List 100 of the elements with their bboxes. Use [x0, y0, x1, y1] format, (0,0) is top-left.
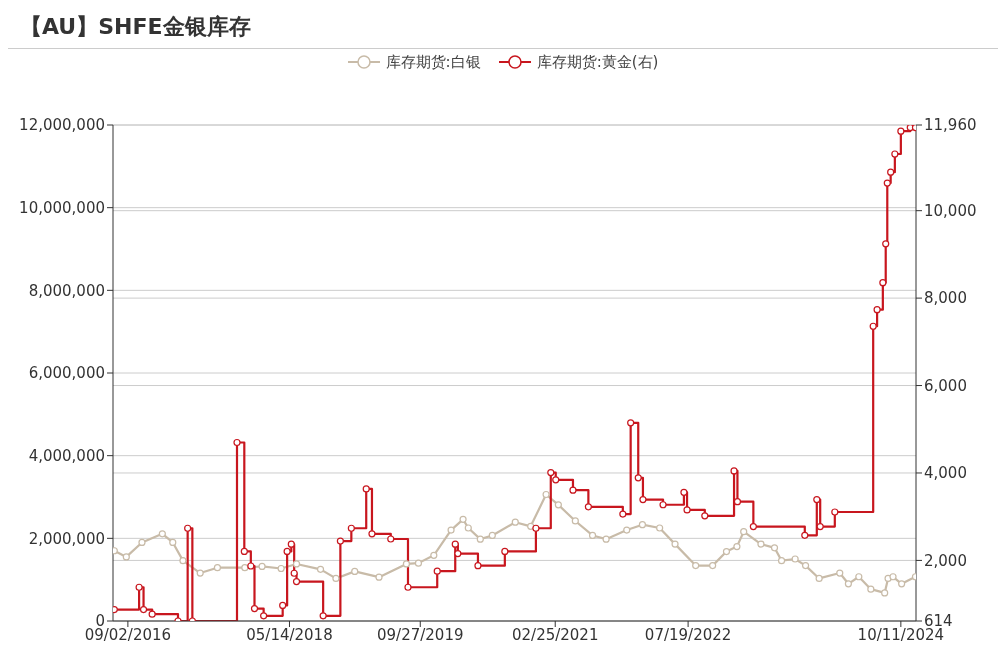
point: [777, 557, 786, 565]
point: [283, 547, 291, 556]
point: [683, 506, 691, 514]
point: [619, 510, 627, 518]
y2-tick-label: 6,000: [924, 376, 967, 395]
point: [260, 612, 268, 620]
point: [135, 583, 143, 591]
point: [277, 564, 285, 573]
x-tick-label: 02/25/2021: [511, 625, 599, 644]
point: [639, 495, 647, 504]
x-tick-label: 05/14/2018: [246, 625, 333, 644]
point: [258, 562, 266, 571]
point: [459, 515, 467, 523]
point: [627, 419, 635, 427]
point: [488, 531, 496, 540]
point: [883, 179, 891, 187]
point: [831, 508, 839, 516]
point: [554, 501, 562, 509]
legend-label: 库存期货:黄金(右): [536, 52, 659, 72]
point: [250, 604, 259, 613]
legend-label: 库存期货:白银: [385, 52, 481, 72]
point: [584, 503, 592, 511]
point: [638, 521, 647, 529]
point: [887, 168, 895, 176]
point: [316, 565, 325, 573]
point: [816, 522, 824, 531]
point: [451, 540, 459, 548]
point: [602, 535, 610, 543]
point: [404, 583, 412, 591]
point: [656, 524, 664, 532]
point: [464, 524, 472, 532]
point: [757, 540, 765, 548]
point: [375, 573, 383, 581]
point: [233, 438, 241, 447]
point: [240, 547, 248, 556]
point: [889, 573, 897, 581]
point: [532, 524, 540, 532]
point: [552, 476, 560, 484]
point: [290, 569, 298, 577]
point: [362, 485, 370, 493]
y2-tick-label: 10,000: [924, 202, 977, 221]
point: [801, 531, 809, 539]
point: [740, 528, 748, 536]
point: [623, 526, 631, 534]
y2-tick-label: 4,000: [924, 464, 967, 483]
point: [749, 522, 757, 531]
point: [179, 557, 187, 565]
y2-tick-label: 8,000: [924, 289, 967, 308]
x-tick-label: 07/19/2022: [644, 625, 732, 644]
point: [476, 535, 484, 543]
point: [588, 531, 597, 540]
point: [332, 574, 340, 583]
point: [387, 535, 395, 543]
point: [571, 517, 579, 525]
y-tick-label: 6,000,000: [28, 364, 105, 383]
point: [347, 524, 355, 532]
point: [680, 488, 688, 496]
point: [867, 585, 875, 593]
point: [882, 240, 890, 248]
point: [196, 569, 204, 577]
point: [701, 512, 709, 520]
point: [569, 486, 577, 494]
point: [122, 553, 130, 561]
point: [527, 522, 535, 530]
point: [709, 562, 717, 570]
point: [815, 574, 823, 583]
y-tick-label: 4,000,000: [28, 446, 105, 465]
point: [336, 537, 344, 545]
point: [433, 567, 441, 575]
point: [801, 562, 810, 570]
point: [241, 564, 249, 572]
point: [287, 540, 295, 548]
point: [319, 612, 327, 620]
point: [511, 518, 519, 526]
point: [158, 530, 166, 538]
point: [138, 538, 146, 547]
point: [659, 501, 667, 509]
point: [722, 547, 731, 556]
point: [447, 526, 455, 534]
point: [169, 538, 177, 547]
point: [279, 601, 287, 610]
point: [881, 589, 889, 597]
y-tick-label: 2,000,000: [28, 529, 105, 548]
point: [414, 559, 423, 567]
point: [898, 580, 906, 588]
point: [547, 468, 555, 477]
point: [213, 564, 222, 572]
point: [869, 322, 877, 330]
point: [873, 306, 881, 314]
y-tick-label: 10,000,000: [19, 198, 105, 217]
point: [368, 530, 376, 538]
point: [730, 467, 738, 475]
point: [292, 577, 301, 586]
point: [542, 490, 550, 499]
point: [844, 580, 852, 588]
point: [501, 547, 509, 556]
point: [351, 567, 359, 575]
point: [292, 560, 301, 568]
y2-tick-label: 2,000: [924, 551, 967, 570]
x-tick-label: 09/27/2019: [377, 625, 464, 644]
